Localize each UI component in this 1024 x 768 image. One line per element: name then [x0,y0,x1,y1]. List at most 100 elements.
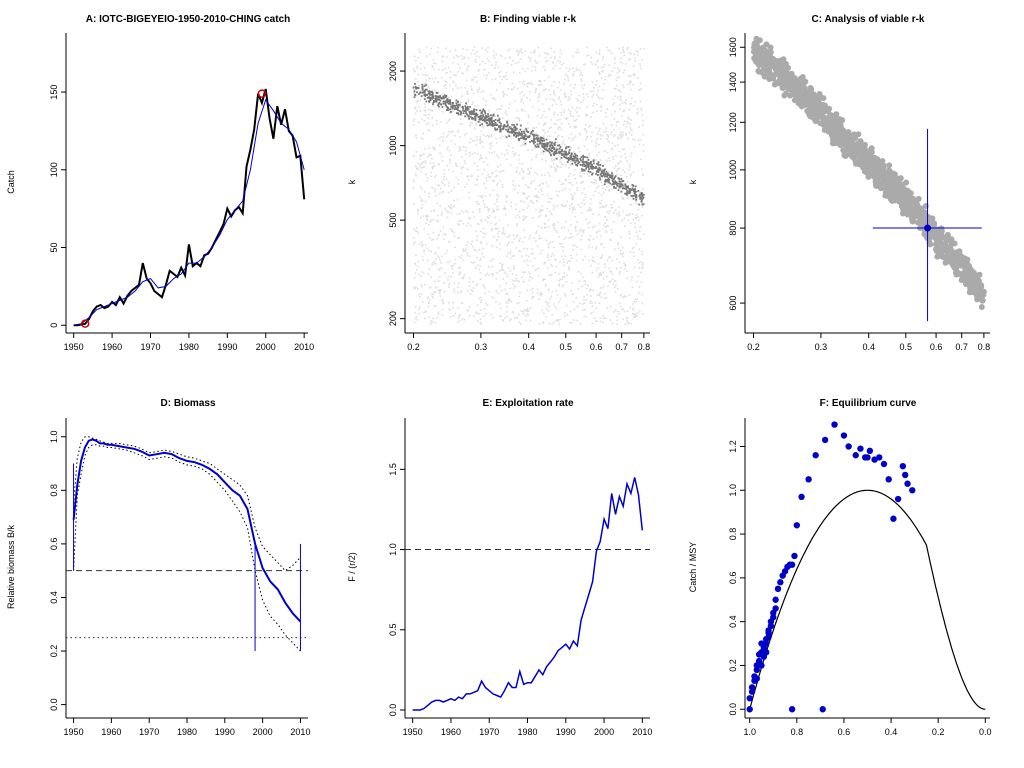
scatter-point-random [555,146,558,148]
scatter-point-random [508,119,510,122]
scatter-point-random [412,88,415,91]
scatter-point-random [583,187,586,190]
scatter-point-observed [890,515,897,522]
scatter-point-random [476,179,478,181]
scatter-point-random [427,122,430,124]
scatter-point-random [563,111,565,114]
scatter-point-random [620,266,622,269]
scatter-point-viable [464,110,467,113]
scatter-point-random [559,261,561,263]
scatter-point-viable [576,164,579,167]
scatter-point-random [563,143,566,146]
scatter-point-random [560,52,563,55]
scatter-point-random [478,56,481,59]
scatter-point-viable [843,145,850,152]
scatter-point-random [624,156,627,159]
scatter-point-random [594,302,597,304]
scatter-point-viable [475,112,478,115]
scatter-point-random [513,86,515,89]
scatter-point-random [502,186,504,189]
scatter-point-random [426,180,428,183]
scatter-point-random [475,239,478,241]
scatter-point-viable [517,137,520,140]
scatter-point-random [501,78,504,81]
scatter-point-random [627,322,629,324]
scatter-point-random [506,152,509,154]
scatter-point-random [516,110,519,112]
scatter-point-random [547,53,549,56]
scatter-point-viable [507,128,510,131]
scatter-point-viable [616,182,619,185]
scatter-point-random [567,229,570,232]
scatter-point-viable [537,145,539,148]
scatter-point-random [629,57,631,60]
scatter-point-random [632,307,635,310]
scatter-point-random [414,165,417,168]
x-tick-label: 0.2 [407,342,420,352]
scatter-point-random [457,63,460,66]
scatter-point-random [581,309,584,312]
scatter-point-random [438,256,441,259]
scatter-point-random [535,232,537,235]
scatter-point-random [504,214,507,216]
scatter-point-random [551,313,554,316]
scatter-point-random [432,219,435,221]
scatter-point-viable [553,147,555,149]
scatter-point-viable [909,214,916,221]
scatter-point-random [522,310,525,313]
scatter-point-random [421,301,424,303]
scatter-point-random [570,203,573,205]
scatter-point-random [414,277,416,279]
scatter-point-random [535,87,537,90]
scatter-point-random [569,162,571,165]
scatter-point-viable [476,113,479,116]
scatter-point-viable [528,136,531,139]
scatter-point-random [453,288,456,290]
x-tick-label: 1990 [217,342,237,352]
scatter-point-viable [413,90,416,93]
scatter-point-random [632,83,634,86]
scatter-point-random [428,316,430,319]
scatter-point-random [575,297,577,299]
panel-title: A: IOTC-BIGEYEIO-1950-2010-CHING catch [86,14,291,25]
scatter-point-viable [499,126,502,129]
y-tick-label: 800 [728,221,738,236]
scatter-point-random [474,53,476,55]
scatter-point-random [415,167,418,169]
scatter-point-random [431,66,434,69]
scatter-point-random [508,241,510,243]
scatter-point-viable [553,151,556,154]
scatter-point-random [468,191,470,194]
scatter-point-random [564,312,567,315]
scatter-point-random [523,218,526,220]
scatter-point-random [598,202,601,204]
scatter-point-viable [918,221,925,228]
scatter-point-random [426,219,429,221]
scatter-point-random [629,222,632,225]
scatter-point-random [582,303,584,305]
scatter-point-random [490,135,493,138]
scatter-point-observed [845,443,852,450]
scatter-point-random [560,103,563,106]
scatter-point-viable [605,170,608,173]
scatter-point-random [523,229,526,232]
scatter-point-random [529,234,531,237]
scatter-point-random [442,226,444,229]
scatter-point-random [579,171,581,174]
scatter-point-random [613,311,615,313]
scatter-point-random [559,49,562,52]
scatter-point-random [515,235,518,238]
scatter-point-random [419,155,422,157]
scatter-point-random [556,136,559,138]
scatter-point-random [492,54,495,57]
y-tick-label: 0.8 [49,484,59,497]
scatter-point-viable [915,195,922,202]
scatter-point-random [527,172,529,175]
scatter-point-random [532,265,534,267]
scatter-point-random [564,255,566,257]
scatter-point-viable [549,145,552,148]
scatter-point-random [571,196,574,199]
scatter-point-random [424,106,427,108]
scatter-point-random [635,300,637,303]
scatter-point-random [569,321,571,324]
